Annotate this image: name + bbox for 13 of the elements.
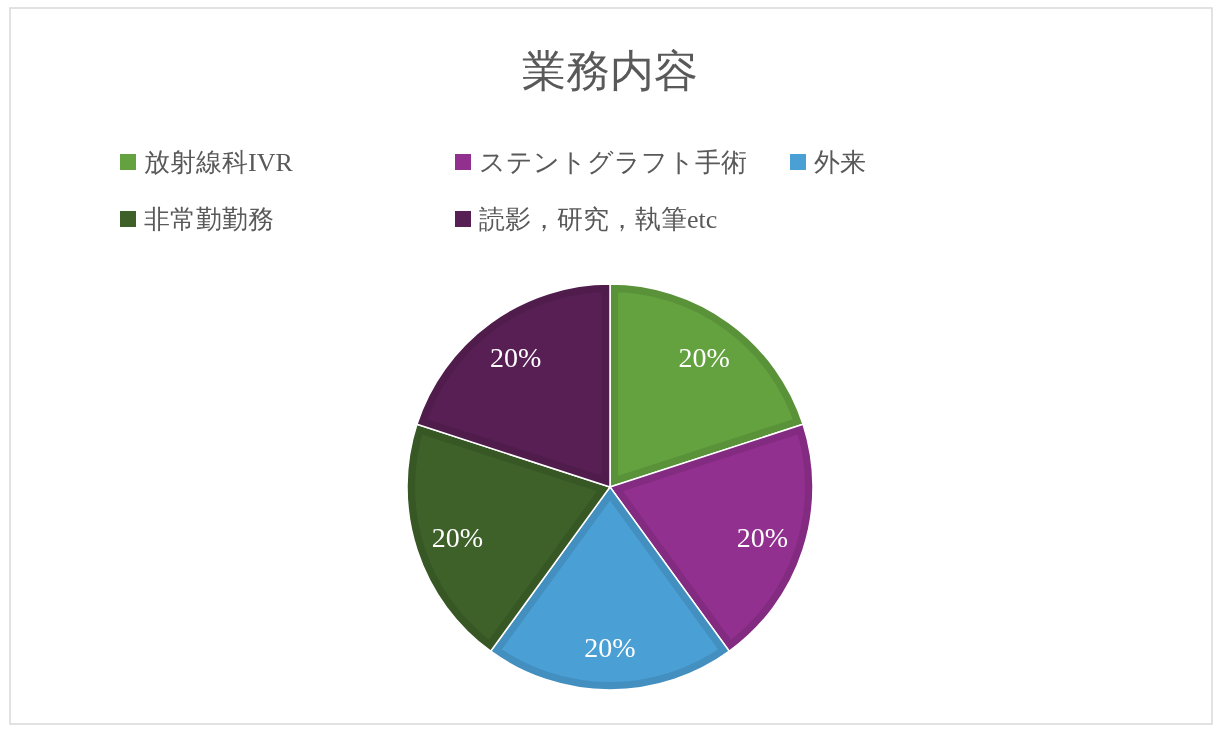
chart-title: 業務内容 [522, 47, 698, 96]
legend-label: 非常勤勤務 [144, 205, 274, 234]
data-label: 20% [736, 521, 789, 553]
legend-item: 読影，研究，執筆etc [455, 205, 718, 234]
legend-item: 非常勤勤務 [120, 205, 274, 234]
legend-label: 外来 [814, 148, 866, 177]
data-label: 20% [490, 342, 542, 374]
data-label: 20% [584, 632, 636, 664]
legend-item: 外来 [790, 148, 866, 177]
data-label: 20% [678, 342, 730, 374]
legend-item: ステントグラフト手術 [455, 148, 747, 177]
data-label: 20% [431, 521, 484, 553]
legend-item: 放射線科IVR [120, 148, 293, 177]
